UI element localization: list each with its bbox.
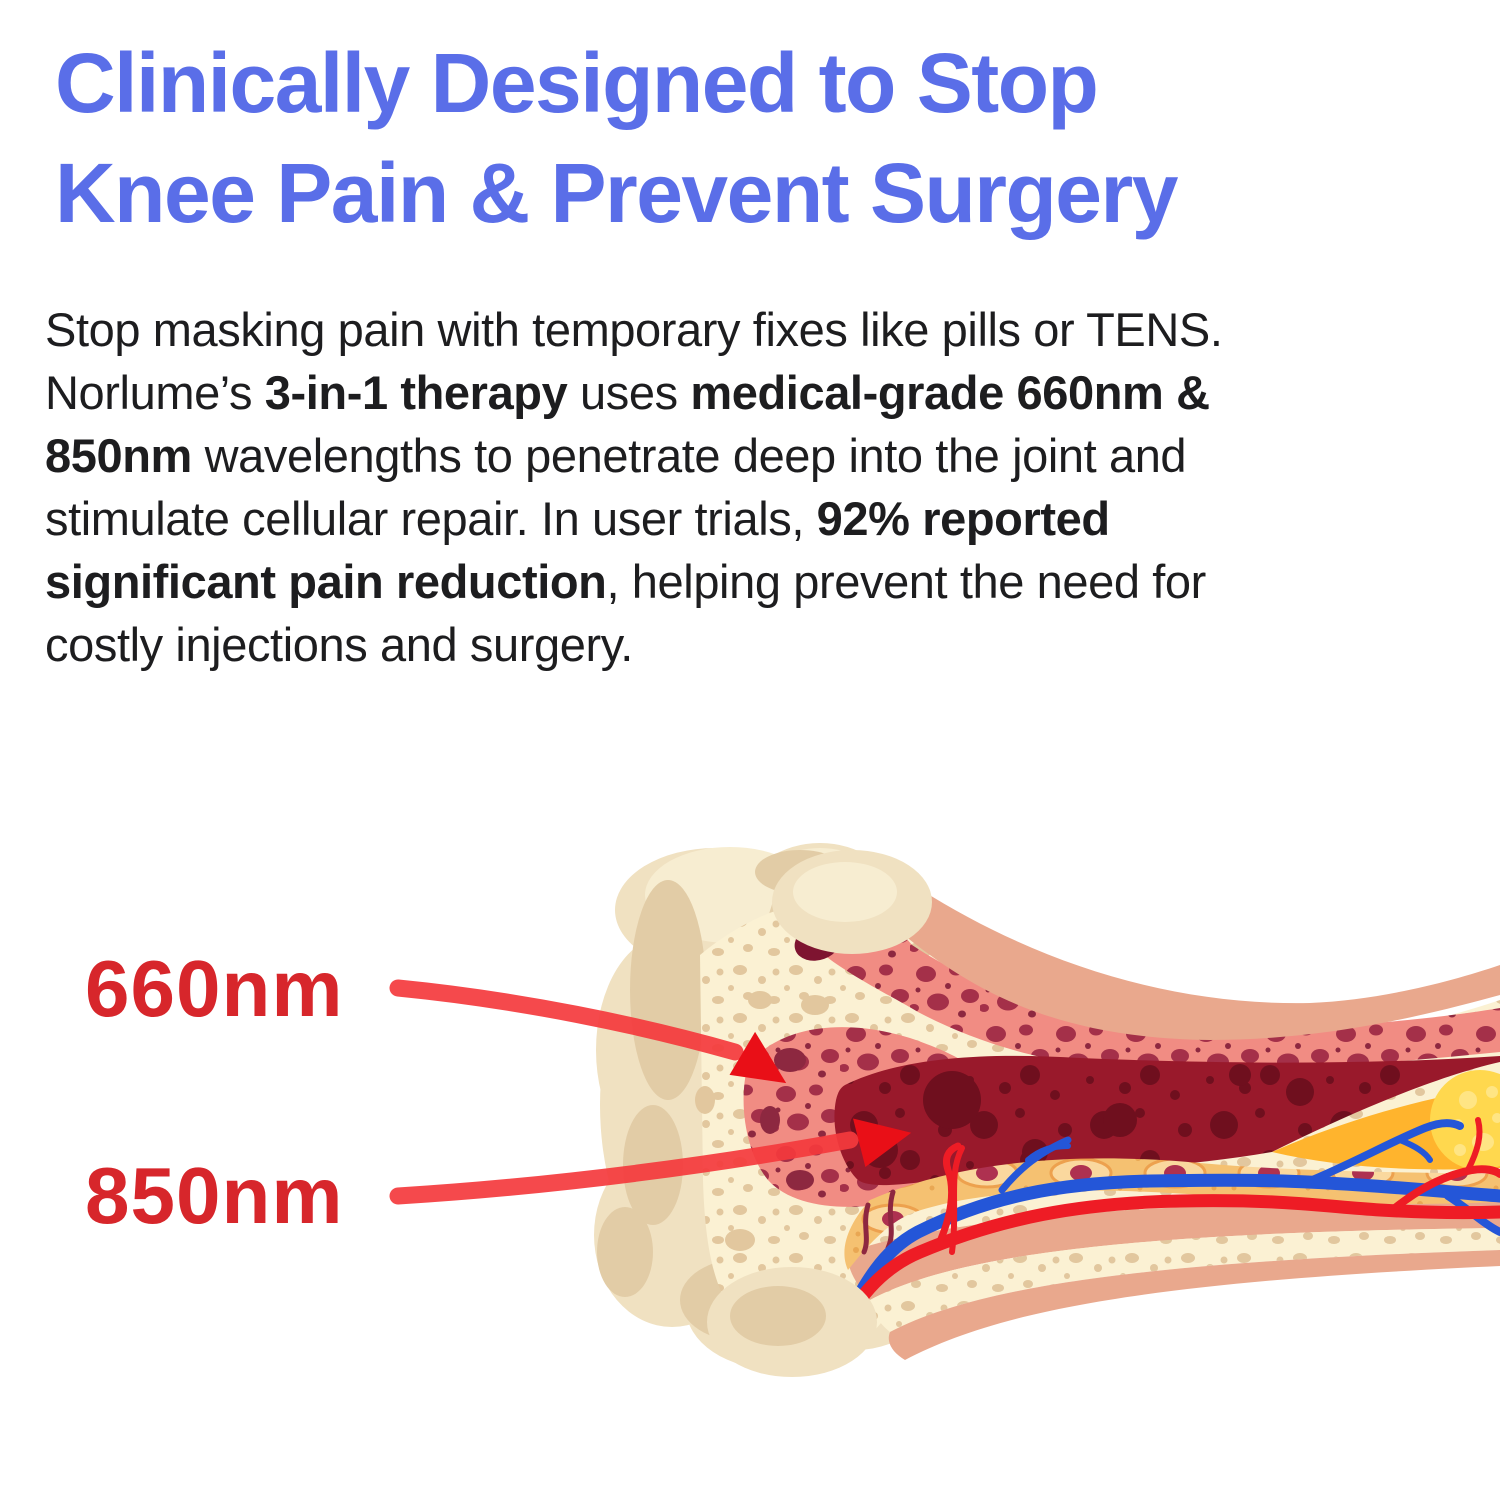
capillaries bbox=[861, 1189, 896, 1255]
yellow-marrow bbox=[1272, 1070, 1500, 1170]
intro-segment-bold: 850nm bbox=[45, 429, 192, 482]
intro-paragraph: Stop masking pain with temporary fixes l… bbox=[45, 298, 1475, 676]
intro-segment-bold: 92% reported bbox=[816, 492, 1110, 545]
intro-segment-bold: 3-in-1 therapy bbox=[264, 366, 568, 419]
arrowhead-660 bbox=[729, 1031, 787, 1084]
intro-segment: Stop masking pain with temporary fixes l… bbox=[45, 303, 1223, 356]
intro-segment-bold: significant pain reduction bbox=[45, 555, 607, 608]
intro-segment: Norlume’s bbox=[45, 366, 265, 419]
intro-segment: uses bbox=[567, 366, 691, 419]
page-title: Clinically Designed to Stop Knee Pain & … bbox=[55, 28, 1178, 248]
bone-head-overlay bbox=[707, 850, 932, 1377]
arrowhead-850 bbox=[853, 1118, 912, 1168]
vein bbox=[838, 1119, 1500, 1329]
intro-segment-bold: medical-grade 660nm & bbox=[690, 366, 1210, 419]
intro-segment: costly injections and surgery. bbox=[45, 618, 633, 671]
periosteum-top bbox=[890, 880, 1500, 1040]
artery bbox=[826, 1117, 1500, 1352]
intro-segment: wavelengths to penetrate deep into the j… bbox=[191, 429, 1187, 482]
headline-line-2: Knee Pain & Prevent Surgery bbox=[55, 146, 1178, 240]
intro-segment: , helping prevent the need for bbox=[606, 555, 1206, 608]
arrow-850 bbox=[389, 1118, 912, 1205]
intro-segment: stimulate cellular repair. In user trial… bbox=[45, 492, 817, 545]
wavelength-label-660: 660nm bbox=[85, 944, 344, 1033]
wavelength-label-850: 850nm bbox=[85, 1151, 344, 1240]
headline-line-1: Clinically Designed to Stop bbox=[55, 36, 1099, 130]
arrow-660 bbox=[389, 979, 787, 1084]
